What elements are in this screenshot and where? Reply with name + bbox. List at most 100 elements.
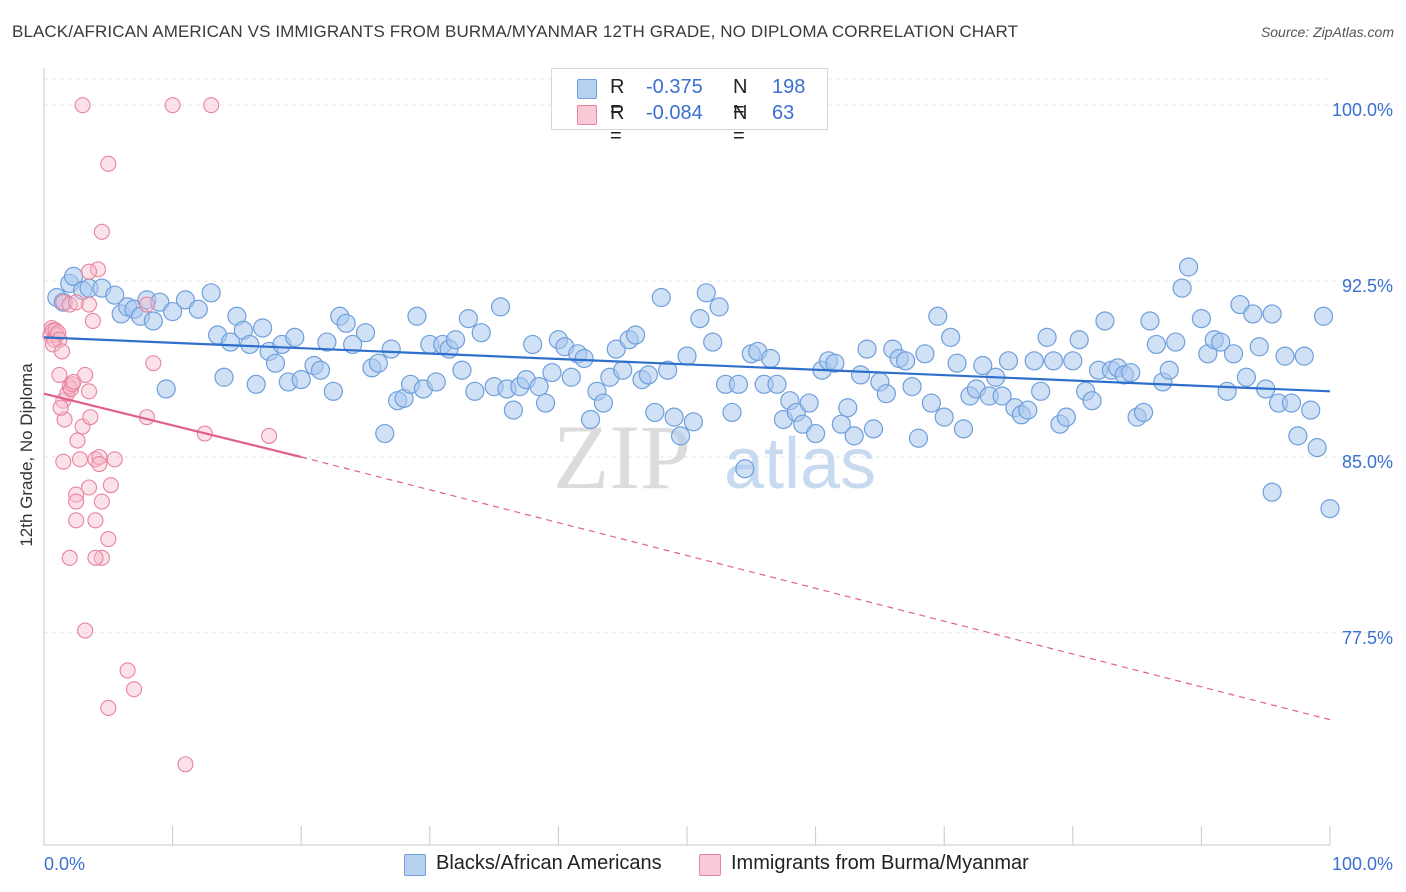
data-point [722,402,742,423]
data-point [625,325,646,345]
data-point [1236,367,1257,387]
data-point [677,346,697,366]
legend-r-value: -0.375 [646,76,703,98]
data-point [767,374,787,394]
trend-line-burma [43,392,302,459]
data-point [381,339,401,359]
data-point [1063,351,1083,371]
data-point [93,493,110,510]
data-point [55,294,72,311]
data-point [106,451,123,468]
grid-lines [44,78,1394,634]
bottom-legend-swatch-blue [404,854,426,876]
data-point [735,459,755,479]
y-tick-label: 92.5% [1342,276,1393,296]
data-point [201,283,221,303]
data-point [1166,332,1186,352]
data-point [902,377,922,397]
data-point [953,419,974,439]
data-point [84,312,101,330]
data-point [664,407,684,427]
data-point [709,297,729,317]
data-point [1288,426,1308,446]
data-point [670,426,691,446]
data-point [490,297,511,317]
data-point [1223,344,1244,364]
data-point [150,292,170,312]
data-point [69,432,86,449]
data-point [1159,360,1179,380]
data-point [80,383,98,400]
data-point [1082,391,1102,411]
data-point [68,294,85,311]
data-point [1230,294,1250,315]
data-point [998,351,1019,371]
data-point [1249,337,1269,357]
axes [43,68,1331,846]
data-point [1243,304,1263,324]
data-point [426,372,446,392]
data-point [93,549,110,566]
data-point [580,409,601,430]
data-point [471,323,491,343]
data-point [445,330,466,350]
data-point [1211,332,1231,352]
data-point [658,360,678,380]
data-point [825,353,845,373]
data-point [1275,346,1295,366]
data-point [896,351,916,371]
bottom-legend-label: Immigrants from Burma/Myanmar [731,852,1029,874]
data-point [203,97,220,114]
data-point [529,377,549,397]
data-point [1294,346,1314,366]
data-point [336,313,356,333]
data-point [1037,327,1057,347]
x-tick-label: 100.0% [1332,854,1393,874]
legend-n-label: N = [733,102,748,147]
data-point [1320,499,1340,519]
data-point [1043,351,1064,371]
x-tick-label: 0.0% [44,854,85,874]
data-point [921,393,941,413]
legend-r-label: R = [610,102,625,147]
data-point [535,393,556,413]
data-point [177,756,194,773]
data-point [253,318,273,338]
data-point [1140,311,1160,331]
data-point [1056,407,1076,427]
data-point [163,301,183,322]
data-point [80,479,98,496]
data-point [87,549,104,566]
data-point [799,393,819,413]
data-point [606,339,626,359]
data-point [246,374,266,394]
data-point [317,332,337,352]
data-point [1191,309,1212,329]
data-point [561,367,581,387]
data-point [74,97,91,114]
data-point [285,327,305,347]
data-point [1024,351,1044,371]
data-point [52,399,69,416]
data-point [1178,257,1199,277]
data-point [138,296,155,313]
data-point [458,309,478,329]
data-point [125,681,143,698]
data-point [638,365,659,385]
data-point [68,493,85,510]
data-point [1307,438,1327,458]
data-point [1301,400,1321,420]
data-point [93,223,110,240]
data-point [82,409,99,426]
data-point [683,412,704,432]
data-point [1281,393,1302,413]
legend: R = -0.375 N = 198 R = -0.084 N = 63 [551,68,828,147]
data-point [593,393,614,413]
trend-line-blacks [43,336,1331,393]
data-point [214,367,234,387]
data-point [102,477,119,494]
data-point [220,332,241,352]
y-axis-label: 12th Grade, No Diploma [17,363,36,547]
data-point [503,400,523,420]
trend-lines [43,336,1331,721]
